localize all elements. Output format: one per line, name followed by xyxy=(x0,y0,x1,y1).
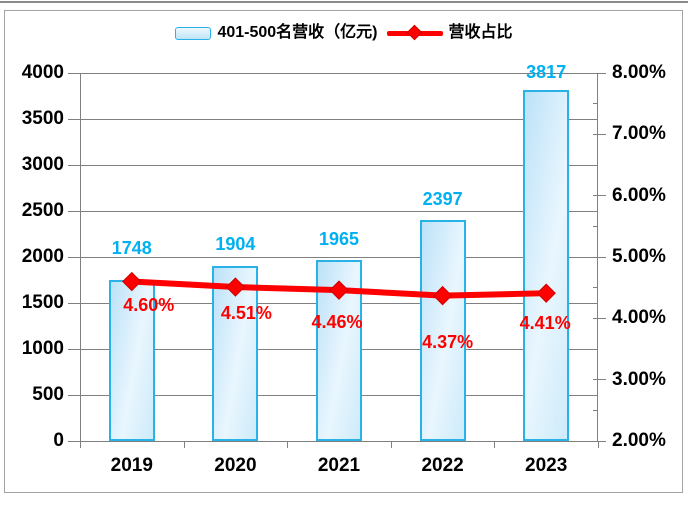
bar-2022 xyxy=(419,220,466,441)
right-axis-tick-label: 4.00% xyxy=(612,307,666,329)
bar-2023 xyxy=(523,89,570,441)
right-axis-tick xyxy=(593,256,606,258)
left-axis-tick-label: 2000 xyxy=(21,246,64,267)
gridline xyxy=(80,72,598,74)
line-marker-diamond xyxy=(225,277,246,297)
right-axis-tick-label: 2.00% xyxy=(612,430,666,451)
bar-value-label: 1748 xyxy=(111,238,152,259)
legend-label-share: 营收占比 xyxy=(448,24,513,41)
bottom-axis-tick xyxy=(494,441,496,448)
right-axis-line xyxy=(597,73,598,441)
line-marker-diamond xyxy=(536,283,556,303)
x-axis-label: 2021 xyxy=(317,455,361,476)
gridline xyxy=(80,440,598,442)
bar-value-label: 2397 xyxy=(422,189,463,210)
right-axis-minor-tick xyxy=(593,409,598,411)
left-axis-tick-label: 1500 xyxy=(21,292,64,313)
line-value-label: 4.41% xyxy=(519,313,571,334)
gridline xyxy=(80,164,598,166)
x-axis-label: 2023 xyxy=(525,455,568,476)
legend-label-revenue: 401-500名营收（亿元) xyxy=(217,24,378,41)
line-value-label: 4.51% xyxy=(220,303,272,324)
bottom-axis-tick xyxy=(287,441,289,448)
x-axis-label: 2019 xyxy=(110,455,153,476)
line-marker-diamond xyxy=(432,285,453,306)
left-axis-tick xyxy=(68,302,80,304)
right-axis-minor-tick xyxy=(593,348,598,350)
bottom-axis-tick xyxy=(390,441,392,448)
right-axis-tick xyxy=(593,133,606,135)
right-axis-tick xyxy=(593,379,606,381)
legend-line-diamond-icon xyxy=(386,24,443,41)
right-axis-minor-tick xyxy=(593,225,598,227)
line-value-label: 4.37% xyxy=(422,331,474,352)
left-axis-tick-label: 1000 xyxy=(21,338,64,359)
bar-2019 xyxy=(108,280,155,441)
left-axis-tick-label: 500 xyxy=(32,384,64,405)
right-axis-tick-label: 7.00% xyxy=(612,123,666,145)
x-axis-label: 2022 xyxy=(421,455,464,476)
x-axis-label: 2020 xyxy=(214,455,257,476)
left-axis-tick xyxy=(68,72,80,74)
gridline xyxy=(80,210,598,212)
right-axis-minor-tick xyxy=(593,103,598,105)
chart-legend: 401-500名营收（亿元) 营收占比 xyxy=(0,24,688,42)
left-axis-tick-label: 2500 xyxy=(21,200,64,221)
left-axis-tick xyxy=(68,348,80,350)
left-axis-tick xyxy=(68,210,80,212)
left-axis-tick xyxy=(68,164,80,166)
left-axis-tick xyxy=(68,440,80,442)
right-axis-tick-label: 3.00% xyxy=(612,368,666,390)
left-axis-tick xyxy=(68,118,80,120)
gridline xyxy=(80,118,598,120)
right-axis-tick xyxy=(593,72,606,74)
right-axis-tick-label: 5.00% xyxy=(612,246,666,267)
top-border-line xyxy=(0,1,688,3)
bar-value-label: 1904 xyxy=(215,233,256,254)
right-axis-minor-tick xyxy=(593,287,598,289)
right-axis-tick xyxy=(593,317,606,319)
left-axis-line xyxy=(80,73,81,441)
left-axis-tick-label: 3500 xyxy=(21,108,64,129)
line-value-label: 4.60% xyxy=(123,294,175,315)
bottom-axis-tick xyxy=(183,441,185,448)
left-axis-tick xyxy=(68,394,80,396)
left-axis-tick-label: 0 xyxy=(53,430,64,451)
left-axis-tick-label: 4000 xyxy=(21,62,64,83)
bar-value-label: 3817 xyxy=(526,61,567,82)
line-marker-diamond xyxy=(122,271,142,292)
left-axis-tick xyxy=(68,256,80,258)
legend-bar-swatch-icon xyxy=(175,26,212,40)
line-value-label: 4.46% xyxy=(311,312,363,333)
legend-item-share: 营收占比 xyxy=(386,24,513,42)
gridline xyxy=(80,256,598,258)
right-axis-minor-tick xyxy=(593,164,598,166)
bottom-axis-tick xyxy=(598,441,599,448)
line-marker-diamond xyxy=(329,280,349,300)
right-axis-tick xyxy=(593,195,606,197)
right-axis-tick-label: 8.00% xyxy=(612,62,666,83)
bottom-axis-tick xyxy=(80,441,81,448)
legend-item-revenue: 401-500名营收（亿元) xyxy=(175,24,378,42)
left-axis-tick-label: 3000 xyxy=(21,154,64,175)
line-series xyxy=(122,271,556,306)
right-axis-tick-label: 6.00% xyxy=(612,184,666,206)
right-axis-tick xyxy=(593,440,606,442)
bar-value-label: 1965 xyxy=(318,229,360,250)
